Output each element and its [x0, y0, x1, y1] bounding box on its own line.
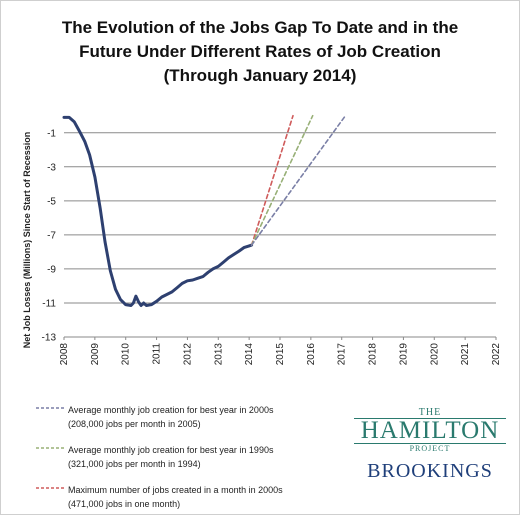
x-tick-label: 2009 [90, 343, 101, 366]
chart-title-line-3: (Through January 2014) [163, 66, 357, 85]
series-line-best2000s [250, 114, 347, 246]
x-tick-label: 2020 [429, 343, 440, 366]
legend-label-max-2000s: Maximum number of jobs created in a mont… [68, 485, 283, 495]
hamilton-brookings-logo: THE HAMILTON PROJECT BROOKINGS [350, 408, 510, 483]
x-tick-label: 2021 [460, 343, 471, 366]
series-layer [62, 114, 347, 307]
y-tick-label: -5 [47, 196, 56, 207]
chart-title-line-1: The Evolution of the Jobs Gap To Date an… [61, 18, 459, 37]
logo-hamilton: HAMILTON [354, 418, 506, 444]
x-tick-label: 2019 [398, 343, 409, 366]
x-tick-label: 2018 [368, 343, 379, 366]
logo-the: THE [418, 407, 442, 418]
x-tick-label: 2022 [491, 343, 502, 366]
y-tick-label: -7 [47, 230, 56, 241]
legend-swatch-best-2000s [36, 407, 64, 409]
x-tick-label: 2014 [244, 343, 255, 366]
y-tick-label: -3 [47, 162, 56, 173]
x-tick-label: 2008 [59, 343, 70, 366]
legend-item-best-2000s: Average monthly job creation for best ye… [36, 403, 356, 439]
legend-swatch-max-2000s [36, 487, 64, 489]
chart-title: The Evolution of the Jobs Gap To Date an… [0, 16, 520, 88]
x-tick-label: 2017 [337, 343, 348, 366]
legend-sublabel-max-2000s: (471,000 jobs in one month) [68, 499, 181, 509]
legend-swatch-best-1990s [36, 447, 64, 449]
y-tick-label: -13 [42, 333, 57, 344]
logo-brookings: BROOKINGS [367, 460, 493, 482]
x-tick-label: 2016 [306, 343, 317, 366]
x-tick-label: 2013 [213, 343, 224, 366]
legend-label-best-2000s: Average monthly job creation for best ye… [68, 405, 274, 415]
x-tick-label: 2010 [121, 343, 132, 366]
series-line-best1990s [250, 114, 314, 246]
x-tick-label: 2011 [152, 343, 163, 365]
legend-item-max-2000s: Maximum number of jobs created in a mont… [36, 483, 356, 519]
legend-sublabel-best-1990s: (321,000 jobs per month in 1994) [68, 459, 201, 469]
legend: Average monthly job creation for best ye… [36, 403, 356, 523]
legend-item-best-1990s: Average monthly job creation for best ye… [36, 443, 356, 479]
legend-label-best-1990s: Average monthly job creation for best ye… [68, 445, 274, 455]
x-tick-label: 2015 [275, 343, 286, 366]
legend-sublabel-best-2000s: (208,000 jobs per month in 2005) [68, 419, 201, 429]
y-tick-label: -1 [47, 128, 56, 139]
grid-layer [63, 132, 497, 340]
series-line-actual [62, 115, 254, 307]
y-tick-label: -11 [42, 298, 56, 309]
x-tick-label: 2012 [182, 343, 193, 366]
chart-title-line-2: Future Under Different Rates of Job Crea… [79, 42, 441, 61]
logo-project: PROJECT [409, 444, 451, 453]
y-tick-label: -9 [47, 264, 56, 275]
series-line-max2000s [250, 114, 294, 246]
